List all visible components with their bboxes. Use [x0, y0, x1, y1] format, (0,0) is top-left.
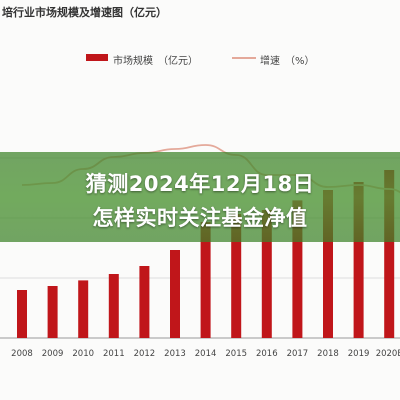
chart-title: 培行业市场规模及增速图（亿元） [2, 6, 167, 19]
x-tick-label: 2014 [195, 349, 217, 359]
x-tick-label: 2016 [256, 349, 278, 359]
x-tick-label: 2012 [134, 349, 156, 359]
x-tick-label: 2011 [103, 349, 125, 359]
bar-2017 [292, 200, 303, 338]
bar-2014 [200, 222, 211, 338]
headline-line-2: 怎样实时关注基金净值 [92, 206, 308, 230]
bar-2011 [108, 274, 119, 338]
x-tick-label: 2010 [72, 349, 94, 359]
bar-2015 [231, 214, 242, 338]
headline-line-1: 猜测2024年12月18日 [85, 172, 315, 196]
x-tick-label: 2013 [164, 349, 186, 359]
bar-2016 [261, 210, 272, 338]
x-tick-label: 2017 [287, 349, 309, 359]
bar-2012 [139, 266, 150, 338]
bar-2009 [47, 286, 58, 338]
legend-swatch-bar [86, 54, 108, 61]
bar-2013 [170, 250, 180, 338]
x-tick-label: 2008 [11, 349, 33, 359]
legend-label-line: 增速 （%） [260, 56, 315, 67]
headline-overlay [0, 152, 400, 242]
legend-swatch-line [232, 57, 256, 59]
bar-2020E [384, 170, 395, 338]
x-tick-label: 2019 [348, 349, 370, 359]
x-tick-label: 2015 [225, 349, 247, 359]
x-tick-label: 2009 [42, 349, 64, 359]
bar-2010 [78, 280, 89, 338]
bar-2008 [17, 290, 27, 338]
bar-2018 [323, 190, 333, 338]
legend-label-bar: 市场规模 （亿元） [113, 56, 198, 67]
x-tick-label: 2020E [376, 349, 400, 359]
bar-2019 [353, 182, 364, 338]
x-tick-label: 2018 [317, 349, 339, 359]
